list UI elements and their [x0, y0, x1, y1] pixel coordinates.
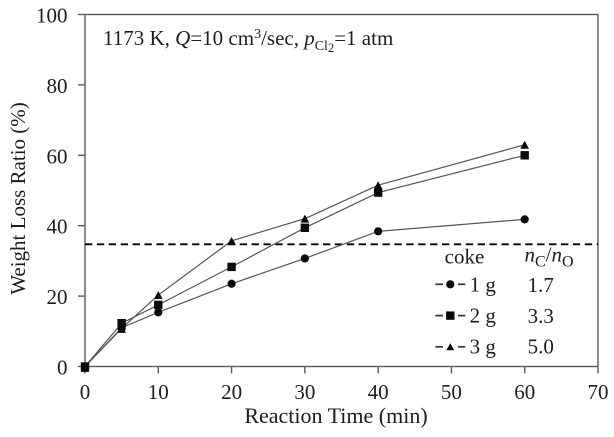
svg-text:2 g: 2 g [470, 304, 497, 328]
svg-text:40: 40 [368, 380, 389, 404]
svg-text:1 g: 1 g [470, 273, 497, 297]
svg-text:20: 20 [221, 380, 242, 404]
svg-text:40: 40 [47, 215, 68, 239]
svg-text:60: 60 [47, 144, 68, 168]
svg-text:3.3: 3.3 [528, 304, 554, 328]
svg-text:100: 100 [36, 4, 68, 28]
svg-text:coke: coke [445, 245, 485, 269]
svg-text:10: 10 [148, 380, 169, 404]
svg-text:5.0: 5.0 [528, 334, 554, 358]
svg-text:30: 30 [294, 380, 315, 404]
svg-text:80: 80 [47, 74, 68, 98]
svg-text:50: 50 [441, 380, 462, 404]
svg-text:70: 70 [588, 380, 609, 404]
svg-text:20: 20 [47, 285, 68, 309]
svg-text:3 g: 3 g [470, 334, 497, 358]
svg-text:0: 0 [80, 380, 91, 404]
svg-text:0: 0 [57, 356, 68, 380]
svg-text:1.7: 1.7 [528, 273, 554, 297]
svg-text:60: 60 [514, 380, 535, 404]
svg-text:nC/nO: nC/nO [525, 243, 574, 271]
svg-text:Reaction Time (min): Reaction Time (min) [244, 403, 427, 428]
svg-text:Weight Loss Ratio (%): Weight Loss Ratio (%) [6, 102, 30, 295]
